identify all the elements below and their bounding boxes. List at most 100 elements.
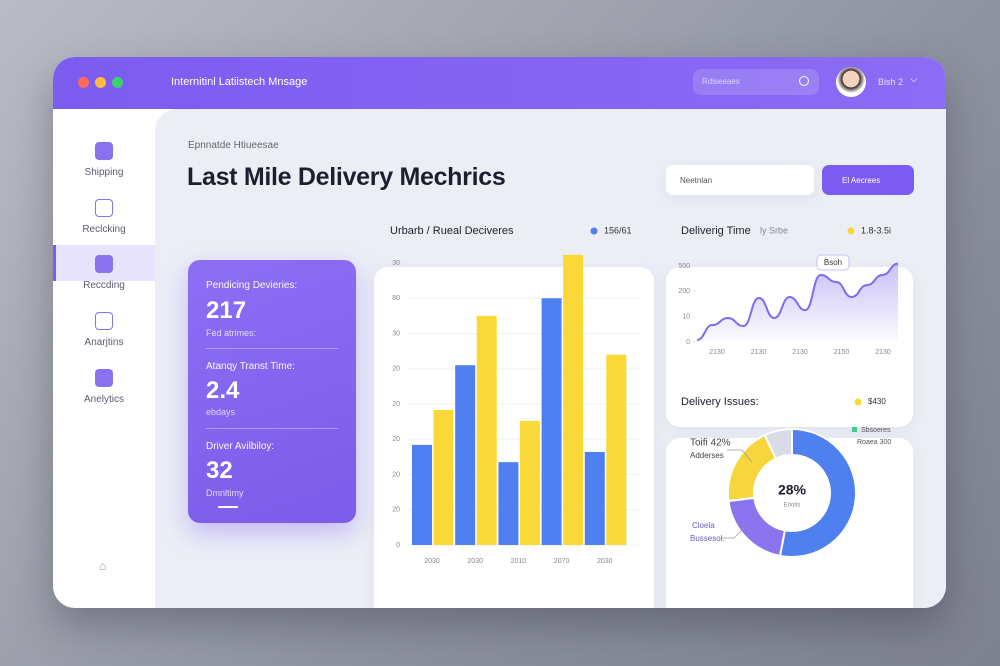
kpi-note: Fed atrimes: [206,328,257,338]
chart-title: Deliverig Time [681,225,751,237]
y-tick-label: 20 [392,401,400,408]
y-tick-label: 80 [392,295,400,302]
legend-marker [854,398,862,406]
annotation: Bsoh [824,258,842,267]
nav-label[interactable]: Anelytics [83,394,124,405]
action-button[interactable]: El Aecrees [822,165,914,195]
close-dot[interactable] [78,77,89,88]
bar [541,298,562,545]
y-tick-label: 200 [678,288,690,295]
legend-marker [847,227,855,235]
y-tick-label: 20 [392,366,400,373]
pie-slice [763,427,793,460]
maximize-dot[interactable] [112,77,123,88]
legend-label: 156/61 [604,225,632,235]
annotation-box [816,254,850,271]
legend-marker [590,227,598,235]
bar [519,420,540,545]
pie-slice [727,496,787,558]
button-text: El Aecrees [842,176,881,185]
user-name[interactable]: Bish 2 [878,77,904,87]
y-tick-label: 0 [686,339,690,346]
divider [206,348,338,349]
minimize-dot[interactable] [95,77,106,88]
app-title: Internitinl Latiistech Mnsage [171,76,308,88]
nav-icon[interactable] [95,199,113,217]
nav-label[interactable]: Shipping [84,167,124,178]
chart-title: Urbarb / Rueal Deciveres [390,225,514,237]
leader-line [727,449,753,463]
bar [563,254,584,545]
nav-icon[interactable] [95,142,113,160]
indicator [218,506,238,508]
y-tick-label: 30 [392,330,400,337]
x-tick-label: 2030 [467,558,483,565]
nav-icon[interactable] [95,255,113,273]
legend-marker [852,427,857,432]
legend-label: 1.8-3.5i [861,225,891,235]
y-tick-label: 30 [392,260,400,267]
page-title: Last Mile Delivery Mechrics [187,163,506,191]
bar [455,365,476,545]
line [696,262,899,341]
leader-line [722,526,746,539]
filter-text: Neetnlan [680,176,713,185]
bar [412,444,432,545]
annotation: Bussesol. [690,534,725,543]
bar [498,462,519,545]
top-bar: Internitinl Latiistech Mnsage Rdiseeaes … [53,57,946,109]
y-tick-label: 500 [678,263,690,270]
x-tick-label: 2130 [875,349,891,356]
nav-label[interactable]: Reccding [83,280,125,291]
bar [433,409,454,545]
x-tick-label: 2130 [792,349,808,356]
kpi-label: Atanqy Transt Time: [206,361,295,372]
x-tick-label: 2030 [424,558,440,565]
nav-label[interactable]: Reclcking [82,224,126,235]
x-tick-label: 2130 [751,349,767,356]
search-box[interactable]: Rdiseeaes [693,69,819,95]
center-sublabel: Edoits [784,503,801,509]
y-tick-label: 10 [682,314,690,321]
kpi-card: Pendicing Devieries: 217 Fed atrimes: At… [188,260,356,523]
legend-label: $430 [868,397,886,406]
divider [206,428,338,429]
y-tick-label: 0 [396,542,400,549]
pie-card [666,438,913,608]
nav-label[interactable]: Anarjtins [84,337,124,348]
kpi-value: 2.4 [206,377,240,404]
breadcrumb: Epnnatde Htiueesae [188,140,279,151]
legend-label: Roaea 300 [857,439,891,446]
x-tick-label: 2030 [597,558,613,565]
kpi-note: Dmnltimy [206,488,244,498]
search-icon [799,76,809,86]
bar [584,451,605,545]
nav-icon[interactable] [95,369,113,387]
line-area [697,263,898,342]
settings-icon[interactable]: ⌂ [99,559,107,573]
bar [476,315,497,545]
avatar[interactable] [836,67,866,97]
annotation: Cloela [692,521,715,530]
chart-subtitle: ly Srbe [760,225,788,235]
kpi-label: Pendicing Devieries: [206,280,298,291]
x-tick-label: 2130 [709,349,725,356]
y-tick-label: 20 [392,436,400,443]
kpi-label: Driver Avilbiloy: [206,441,275,452]
annotation: Adderses [690,451,724,460]
bar [606,354,627,545]
x-tick-label: 2010 [511,558,527,565]
pie-slice [778,427,857,558]
chart-title: Delivery Issues: [681,396,759,408]
x-tick-label: 2070 [554,558,570,565]
legend-label: Sbsoeres [861,427,891,434]
x-tick-label: 2150 [834,349,850,356]
nav-icon[interactable] [95,312,113,330]
user-chevron[interactable]: ⌵ [910,74,918,85]
filter-select[interactable]: Neetnlan [666,165,814,195]
search-placeholder: Rdiseeaes [702,77,740,86]
y-tick-label: 20 [392,471,400,478]
kpi-value: 217 [206,297,247,324]
